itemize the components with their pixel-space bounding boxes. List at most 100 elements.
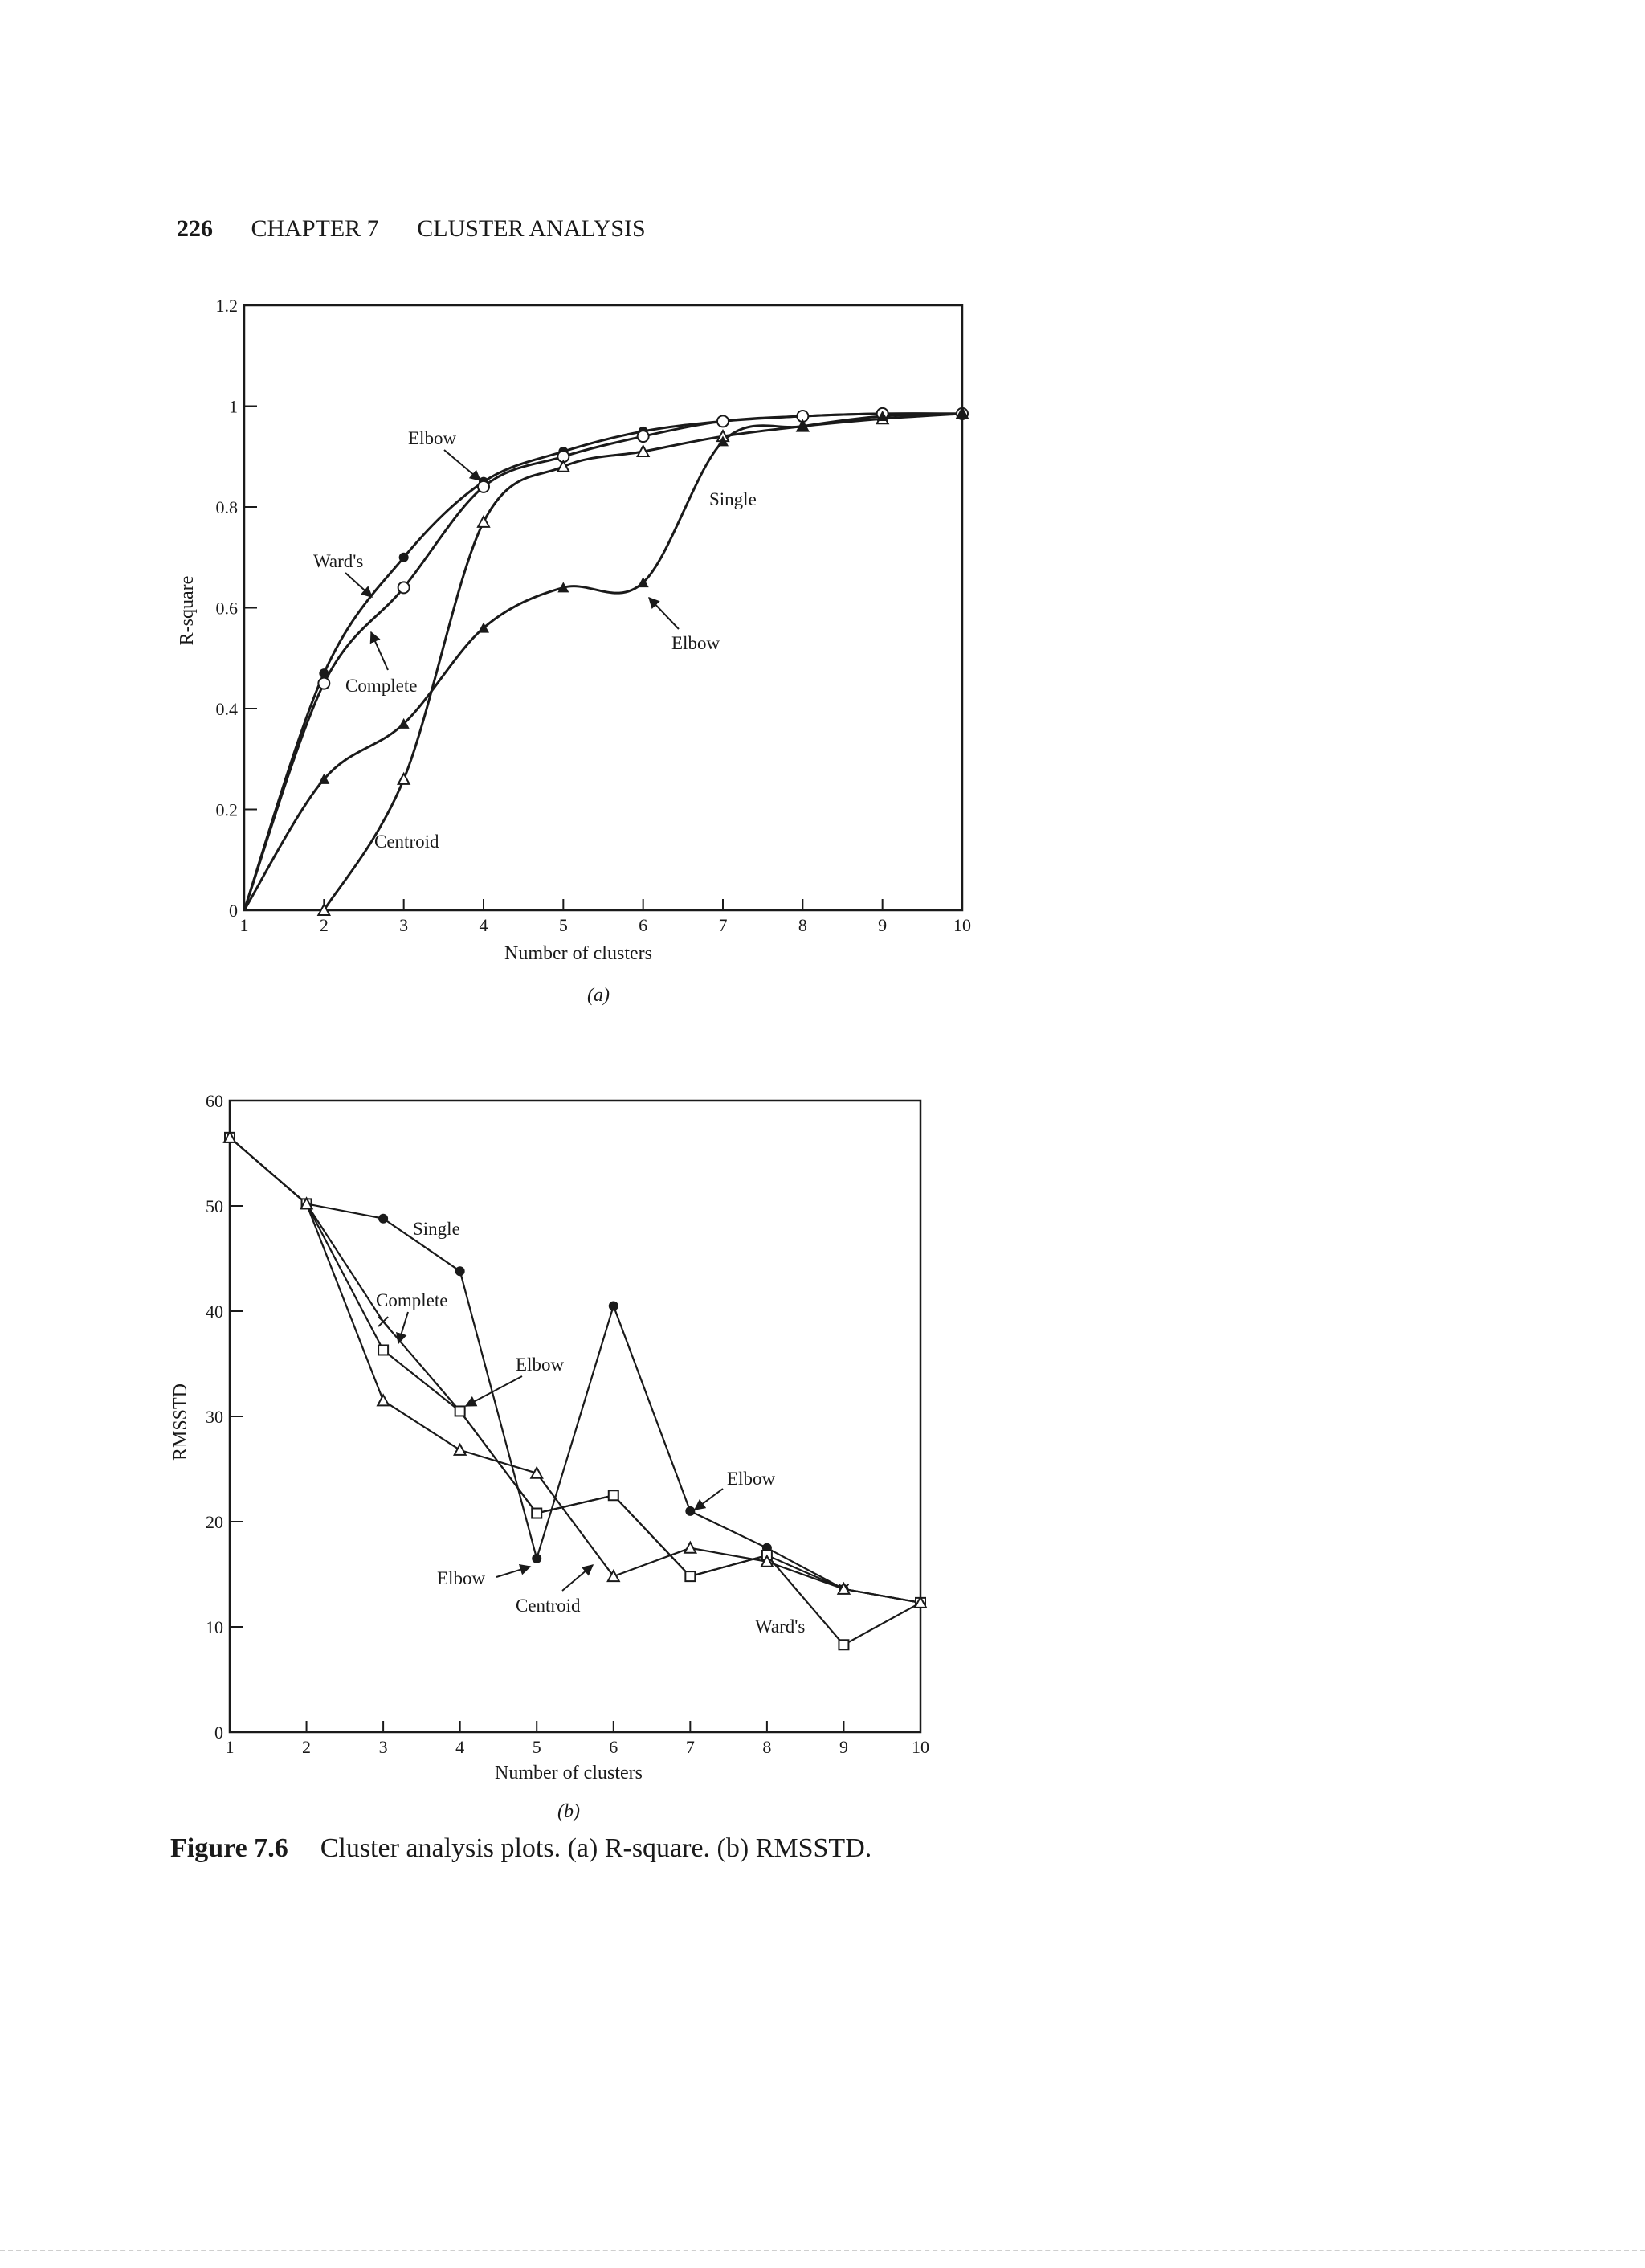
x-tick-label: 3 (399, 915, 408, 935)
chapter-label: CHAPTER 7 (251, 215, 379, 242)
y-tick-label: 0.4 (216, 699, 239, 719)
data-point-complete (317, 676, 331, 690)
data-point-single (717, 435, 729, 447)
x-tick-label: 6 (639, 915, 647, 935)
y-tick-label: 0.8 (216, 497, 239, 517)
annotation-arrow (464, 1375, 523, 1407)
series-markers (222, 1130, 928, 1651)
annotation-elbow: Elbow (727, 1469, 775, 1489)
data-point-single (557, 582, 569, 593)
data-point-centroid (316, 902, 332, 916)
x-tick-label: 5 (559, 915, 568, 935)
annotation-elbow: Elbow (516, 1355, 564, 1375)
data-point-ward-s (531, 1507, 543, 1519)
data-point-centroid (529, 1465, 544, 1479)
data-point-centroid (683, 1540, 698, 1554)
annotation-elbow: Elbow (671, 633, 720, 653)
y-tick-label: 0.2 (216, 800, 239, 820)
annotation-complete: Complete (376, 1290, 447, 1310)
annotation-wards: Ward's (755, 1616, 805, 1637)
series-line-single (243, 412, 963, 911)
data-point-ward-s (398, 552, 409, 562)
data-point-single (318, 773, 330, 784)
data-point-single (398, 717, 410, 729)
annotation-arrow (561, 1564, 594, 1592)
x-tick-label: 4 (455, 1737, 464, 1757)
data-point-single (378, 1213, 389, 1224)
x-tick-label: 5 (533, 1737, 541, 1757)
figure-caption: Figure 7.6 Cluster analysis plots. (a) R-… (170, 1833, 871, 1864)
data-point-single (455, 1266, 465, 1277)
series-line-centroid (323, 412, 963, 911)
series-line-complete (243, 412, 963, 911)
axis-ticks: 1 2 3 4 5 6 7 8 9 10 0 0.2 0.4 0.6 0.8 1 1.2 (216, 296, 972, 935)
chapter-title: CLUSTER ANALYSIS (417, 215, 646, 242)
annotation-arrow (443, 449, 482, 481)
data-point-centroid (760, 1554, 774, 1567)
plot-frame (228, 1099, 922, 1734)
series-line-ward-s (243, 412, 963, 911)
r-square-chart: 1 2 3 4 5 6 7 8 9 10 0 0.2 0.4 0.6 0.8 1 1.2 Elbow Singl… (177, 296, 972, 1006)
x-axis-label: Number of clusters (495, 1763, 643, 1784)
x-tick-label: 9 (839, 1737, 848, 1757)
data-point-ward-s (319, 668, 329, 679)
y-tick-label: 60 (206, 1091, 223, 1111)
data-point-complete (477, 480, 490, 493)
annotation-elbow: Elbow (408, 428, 456, 448)
data-point-complete (397, 581, 410, 595)
figure-label: Figure 7.6 (170, 1833, 288, 1863)
x-tick-label: 10 (912, 1737, 929, 1757)
x-tick-label: 1 (240, 915, 249, 935)
x-axis-label: Number of clusters (504, 943, 652, 964)
data-point-centroid (376, 1393, 390, 1407)
annotation-single: Single (709, 489, 757, 509)
annotation-wards: Ward's (313, 551, 363, 571)
data-point-ward-s (684, 1571, 696, 1583)
annotation-arrow (396, 1311, 409, 1345)
data-point-ward-s (607, 1490, 619, 1502)
series-line-ward-s (229, 1136, 921, 1646)
annotation-arrow (369, 631, 389, 671)
y-tick-label: 30 (206, 1407, 223, 1427)
y-tick-label: 10 (206, 1617, 223, 1637)
data-point-single (876, 411, 888, 422)
y-axis-label: R-square (177, 576, 198, 646)
panel-label: (a) (587, 985, 610, 1006)
series-curves (243, 412, 963, 911)
annotation-complete: Complete (345, 676, 417, 696)
annotation-centroid: Centroid (374, 832, 439, 852)
data-point-ward-s (838, 1639, 850, 1651)
x-tick-label: 8 (762, 1737, 771, 1757)
annotation-elbow: Elbow (437, 1568, 485, 1588)
x-tick-label: 7 (719, 915, 728, 935)
series-markers (316, 406, 969, 916)
annotations: Elbow Single Ward's Complete Elbow Centr… (313, 428, 757, 852)
figure-caption-text: Cluster analysis plots. (a) R-square. (b… (320, 1833, 872, 1863)
annotation-arrow (693, 1488, 724, 1510)
annotation-arrow (496, 1564, 532, 1578)
series-line-single (229, 1136, 921, 1604)
data-point-complete (378, 1316, 389, 1327)
y-tick-label: 1 (229, 397, 238, 417)
y-tick-label: 20 (206, 1512, 223, 1532)
data-point-centroid (556, 459, 571, 472)
x-tick-label: 2 (320, 915, 329, 935)
panel-label: (b) (557, 1801, 580, 1822)
data-point-ward-s (454, 1405, 466, 1417)
x-tick-label: 10 (953, 915, 971, 935)
data-point-complete (636, 430, 650, 443)
y-tick-label: 0.6 (216, 599, 239, 619)
annotation-centroid: Centroid (516, 1596, 581, 1616)
data-point-centroid (299, 1196, 314, 1210)
x-tick-label: 2 (302, 1737, 311, 1757)
series-line-complete (229, 1136, 921, 1604)
x-tick-label: 7 (686, 1737, 695, 1757)
annotation-single: Single (413, 1219, 460, 1239)
x-tick-label: 1 (226, 1737, 235, 1757)
scan-edge (0, 2250, 1645, 2251)
data-point-centroid (452, 1442, 467, 1456)
data-point-centroid (222, 1130, 237, 1143)
data-point-single (797, 420, 809, 431)
series-lines (229, 1136, 921, 1646)
data-point-single (478, 622, 489, 633)
